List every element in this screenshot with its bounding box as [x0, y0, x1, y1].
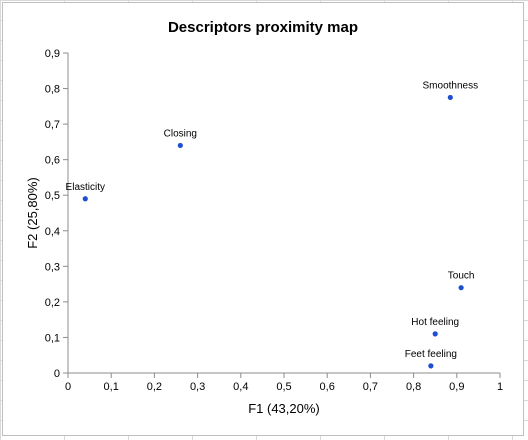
y-tick-label: 0,5	[45, 190, 60, 202]
data-point	[458, 285, 464, 291]
y-tick-label: 0,6	[45, 155, 60, 167]
chart-title: Descriptors proximity map	[167, 19, 359, 36]
data-point	[432, 331, 438, 337]
y-axis-label: F2 (25,80%)	[25, 177, 40, 249]
x-tick-label: 0,4	[233, 381, 248, 393]
point-label: Touch	[448, 271, 475, 282]
x-tick-label: 0,3	[190, 381, 205, 393]
point-label: Closing	[164, 128, 197, 139]
y-tick-label: 0,3	[45, 261, 60, 273]
y-tick-labels: 0 0,1 0,2 0,3 0,4 0,5 0,6 0,7 0,8 0,9	[45, 48, 60, 380]
x-axis-label: F1 (43,20%)	[248, 401, 320, 416]
point-label: Hot feeling	[411, 317, 459, 328]
y-tick-label: 0,4	[45, 226, 60, 238]
chart-area[interactable]: Descriptors proximity map 0 0,1 0,2 0,3 0,4 0…	[2, 2, 524, 436]
x-tick-label: 0,7	[363, 381, 378, 393]
x-tick-labels: 0 0,1 0,2 0,3 0,4 0,5 0,6 0,7 0,8 0,9 1	[65, 381, 503, 393]
x-tick-label: 0	[65, 381, 71, 393]
x-tick-label: 0,2	[147, 381, 162, 393]
x-tick-label: 0,1	[104, 381, 119, 393]
y-tick-label: 0,8	[45, 84, 60, 96]
y-tick-label: 0,2	[45, 297, 60, 309]
scatter-plot: 0 0,1 0,2 0,3 0,4 0,5 0,6 0,7 0,8 0,9 1 0 0,1 0,2 0,3…	[25, 48, 503, 416]
x-tick-label: 0,9	[449, 381, 464, 393]
point-labels: Smoothness Closing Elasticity Touch Hot feel…	[66, 80, 479, 359]
x-tick-label: 0,8	[406, 381, 421, 393]
axes	[63, 52, 501, 378]
data-point	[447, 94, 453, 101]
point-label: Smoothness	[423, 80, 479, 91]
point-label: Elasticity	[66, 182, 105, 193]
data-point	[82, 196, 88, 202]
x-tick-label: 0,5	[276, 381, 291, 393]
x-tick-label: 1	[497, 381, 503, 393]
data-point	[177, 142, 183, 149]
y-tick-label: 0	[54, 368, 60, 380]
y-tick-label: 0,7	[45, 119, 60, 131]
y-tick-label: 0,1	[45, 332, 60, 344]
y-tick-label: 0,9	[45, 48, 60, 60]
data-points	[82, 94, 464, 369]
x-tick-label: 0,6	[320, 381, 335, 393]
point-label: Feet feeling	[405, 349, 457, 360]
data-point	[428, 363, 434, 369]
